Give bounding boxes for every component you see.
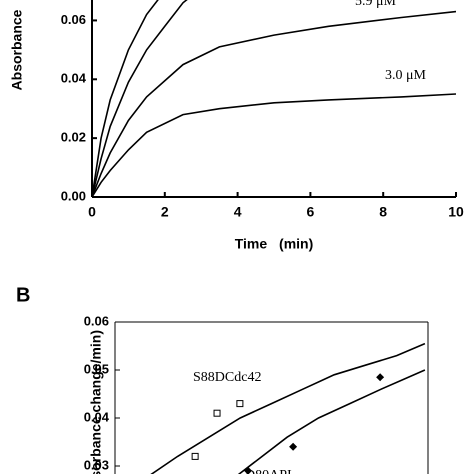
annotation: S88DCdc42 bbox=[193, 370, 261, 385]
curve bbox=[237, 369, 426, 474]
annotation: 3.0 μM bbox=[385, 68, 427, 83]
y-tick-label: 0.02 bbox=[61, 130, 86, 145]
panel-label: B bbox=[16, 284, 30, 306]
diamond-point bbox=[289, 442, 298, 451]
curve bbox=[150, 342, 426, 474]
x-tick-label: 0 bbox=[88, 204, 96, 220]
y-tick-label: 0.00 bbox=[61, 188, 86, 203]
annotation: 5.9 μM bbox=[355, 0, 397, 9]
square-point bbox=[213, 409, 221, 417]
plot-area bbox=[92, 0, 456, 198]
y-tick-label: 0.05 bbox=[84, 361, 109, 376]
diamond-point bbox=[244, 466, 253, 474]
x-axis-label: Time (min) bbox=[235, 236, 314, 252]
y-tick-label: 0.06 bbox=[61, 12, 86, 27]
annotation: D80API bbox=[245, 468, 292, 474]
y-tick-label: 0.06 bbox=[84, 313, 109, 328]
y-axis-label: Absorbance bbox=[9, 9, 25, 90]
y-tick-label: 0.03 bbox=[84, 457, 109, 472]
diamond-point bbox=[376, 373, 385, 382]
square-point bbox=[191, 452, 199, 460]
curve bbox=[92, 0, 159, 198]
x-tick-label: 10 bbox=[448, 204, 464, 220]
x-tick-label: 8 bbox=[379, 204, 387, 220]
x-tick-label: 6 bbox=[307, 204, 315, 220]
x-tick-label: 4 bbox=[234, 204, 242, 220]
y-tick-label: 0.04 bbox=[84, 409, 110, 424]
curve bbox=[92, 93, 456, 198]
plot-area bbox=[150, 342, 426, 474]
y-axis-label: Absorbance change/min) bbox=[88, 330, 104, 474]
x-tick-label: 2 bbox=[161, 204, 169, 220]
curve bbox=[92, 0, 188, 198]
square-point bbox=[236, 400, 244, 408]
y-tick-label: 0.04 bbox=[61, 71, 87, 86]
curve bbox=[92, 10, 456, 198]
